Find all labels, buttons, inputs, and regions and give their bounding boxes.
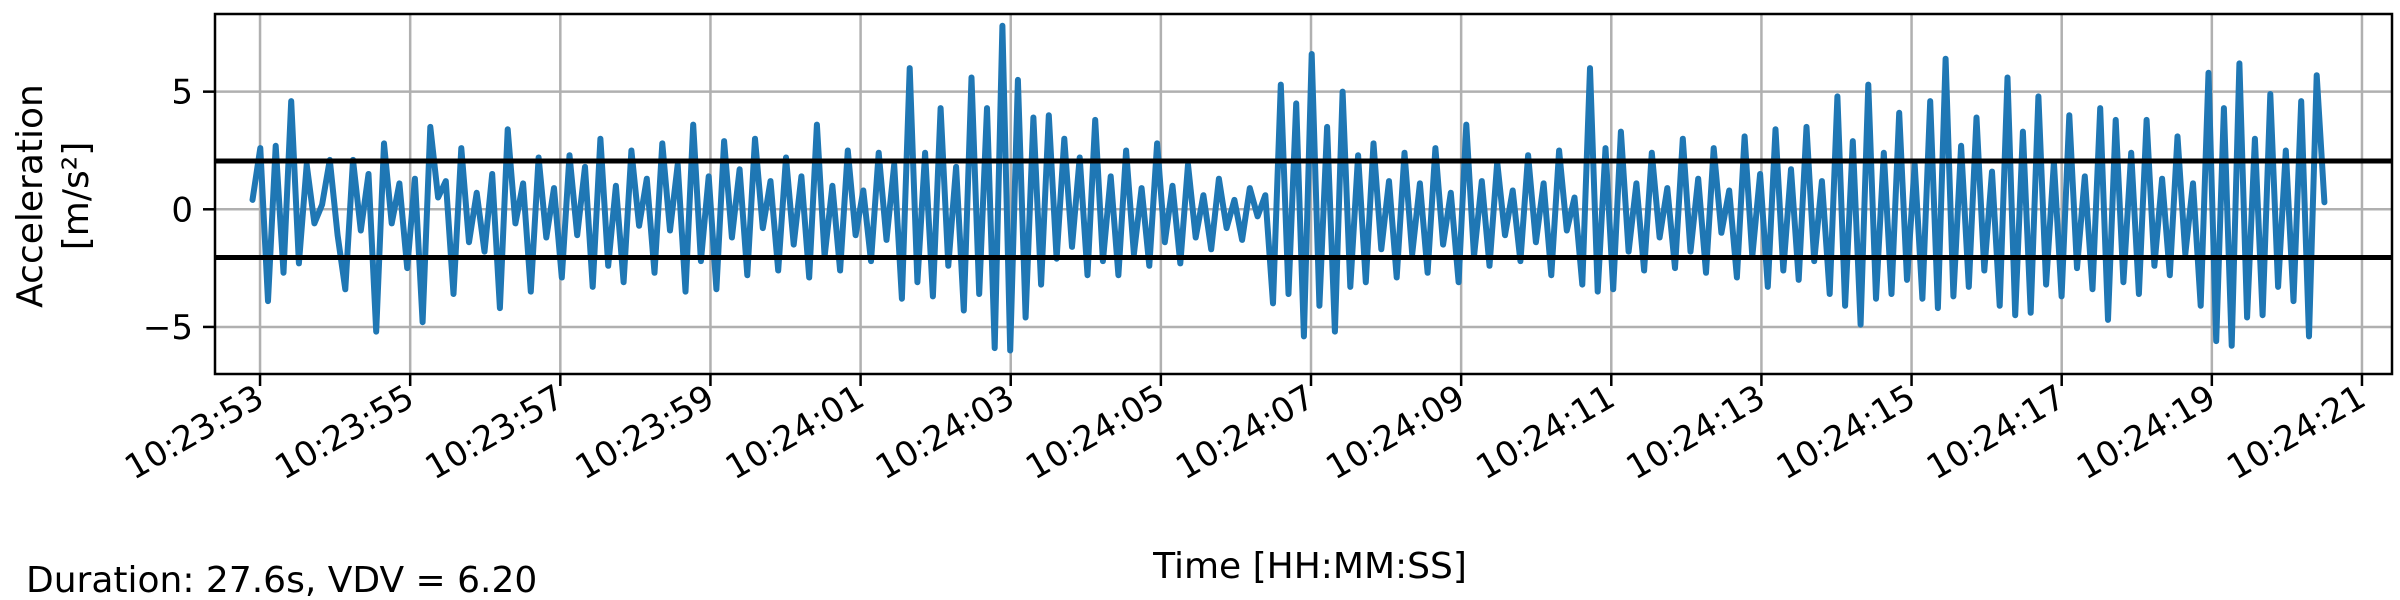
- duration-vdv-footnote: Duration: 27.6s, VDV = 6.20: [26, 560, 537, 600]
- reference-lines: [215, 158, 2392, 261]
- plot-frame: [213, 12, 2394, 376]
- y-tick-label: 5: [171, 73, 193, 113]
- y-axis-label-line1: Acceleration: [10, 84, 51, 308]
- y-axis-label: Acceleration [m/s²]: [10, 84, 97, 308]
- y-axis-label-line2: [m/s²]: [56, 142, 97, 250]
- y-tick-label: −5: [143, 308, 193, 348]
- x-axis-label: Time [HH:MM:SS]: [1152, 546, 1467, 587]
- acceleration-series-line: [249, 22, 2328, 354]
- y-tick-label: 0: [171, 190, 193, 230]
- y-ticks: 5 0 −5: [143, 73, 215, 348]
- series-layer: [249, 22, 2328, 354]
